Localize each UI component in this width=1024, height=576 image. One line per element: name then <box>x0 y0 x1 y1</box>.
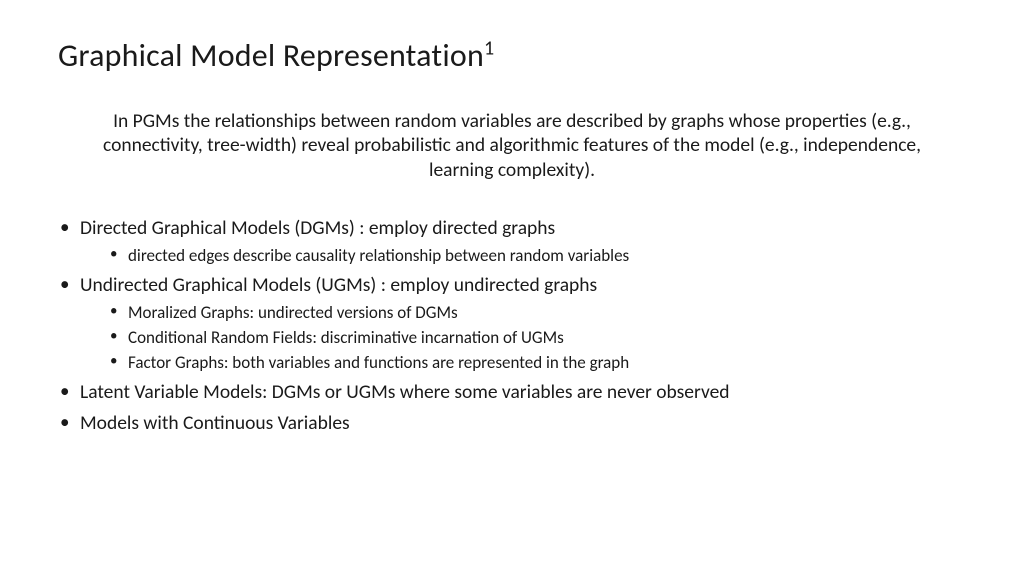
intro-paragraph: In PGMs the relationships between random… <box>58 109 966 182</box>
list-item: Latent Variable Models: DGMs or UGMs whe… <box>58 380 966 405</box>
sub-list: directed edges describe causality relati… <box>80 245 966 267</box>
sub-bullet-text: Conditional Random Fields: discriminativ… <box>128 327 564 348</box>
list-item: Undirected Graphical Models (UGMs) : emp… <box>58 273 966 374</box>
bullet-text: Undirected Graphical Models (UGMs) : emp… <box>80 273 597 297</box>
list-item: directed edges describe causality relati… <box>110 245 966 267</box>
sub-bullet-text: Moralized Graphs: undirected versions of… <box>128 302 458 323</box>
title-text: Graphical Model Representation <box>58 36 484 75</box>
list-item: Directed Graphical Models (DGMs) : emplo… <box>58 216 966 267</box>
sub-bullet-text: Factor Graphs: both variables and functi… <box>128 352 629 373</box>
sub-list: Moralized Graphs: undirected versions of… <box>80 302 966 374</box>
list-item: Models with Continuous Variables <box>58 411 966 436</box>
bullet-text: Models with Continuous Variables <box>80 411 350 435</box>
bullet-text: Directed Graphical Models (DGMs) : emplo… <box>80 216 555 240</box>
slide-title: Graphical Model Representation1 <box>58 36 966 75</box>
title-superscript: 1 <box>484 36 494 60</box>
slide-container: Graphical Model Representation1 In PGMs … <box>0 0 1024 576</box>
list-item: Factor Graphs: both variables and functi… <box>110 352 966 374</box>
sub-bullet-text: directed edges describe causality relati… <box>128 245 629 266</box>
list-item: Conditional Random Fields: discriminativ… <box>110 327 966 349</box>
list-item: Moralized Graphs: undirected versions of… <box>110 302 966 324</box>
bullet-text: Latent Variable Models: DGMs or UGMs whe… <box>80 380 730 404</box>
bullet-list: Directed Graphical Models (DGMs) : emplo… <box>58 216 966 436</box>
